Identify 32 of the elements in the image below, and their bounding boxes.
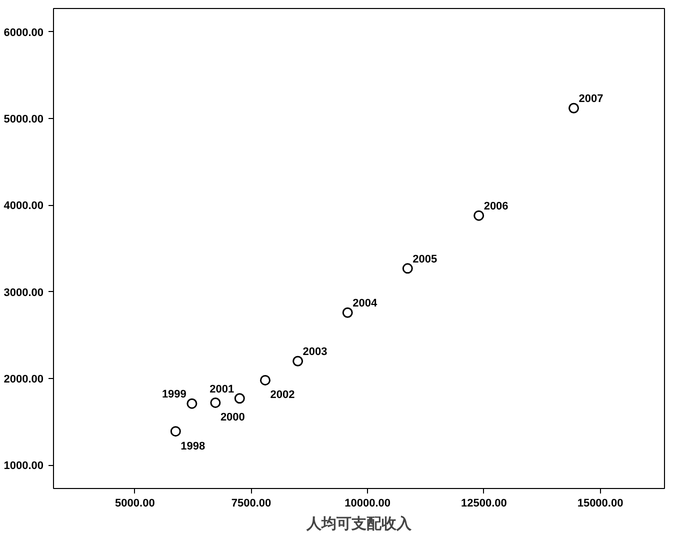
y-tick-label: 6000.00	[4, 26, 44, 39]
x-tick-label: 12500.00	[461, 498, 507, 510]
point	[210, 397, 221, 408]
x-tick-label: 10000.00	[344, 498, 391, 510]
annotation: 2004	[352, 298, 378, 310]
annotation: 2000	[220, 412, 245, 424]
point	[234, 393, 245, 404]
point	[170, 426, 181, 437]
point	[260, 374, 270, 386]
annotation: 2005	[412, 253, 438, 266]
x-tick-label: 7500.00	[231, 498, 272, 510]
point	[568, 102, 580, 114]
point	[342, 307, 353, 318]
x-tick-label: 15000.00	[577, 498, 624, 510]
y-tick-label: 1000.00	[4, 460, 44, 472]
annotation: 1998	[180, 440, 206, 452]
y-tick-label: 5000.00	[4, 114, 44, 126]
y-tick-label: 3000.00	[4, 286, 44, 299]
y-tick-label: 4000.00	[4, 200, 44, 212]
point	[402, 263, 413, 274]
point	[474, 210, 484, 221]
annotation: 2001	[210, 383, 234, 396]
x-tick-label: 5000.00	[115, 498, 155, 510]
annotation: 2002	[270, 389, 295, 402]
x-axis-title: 人均可支配收入	[306, 514, 412, 532]
annotation: 2007	[578, 93, 604, 106]
y-tick-label: 2000.00	[4, 373, 44, 386]
point	[292, 356, 304, 366]
annotation: 2003	[302, 346, 328, 358]
point	[186, 398, 198, 409]
annotation: 2006	[484, 200, 508, 213]
annotation: 1999	[162, 388, 186, 401]
